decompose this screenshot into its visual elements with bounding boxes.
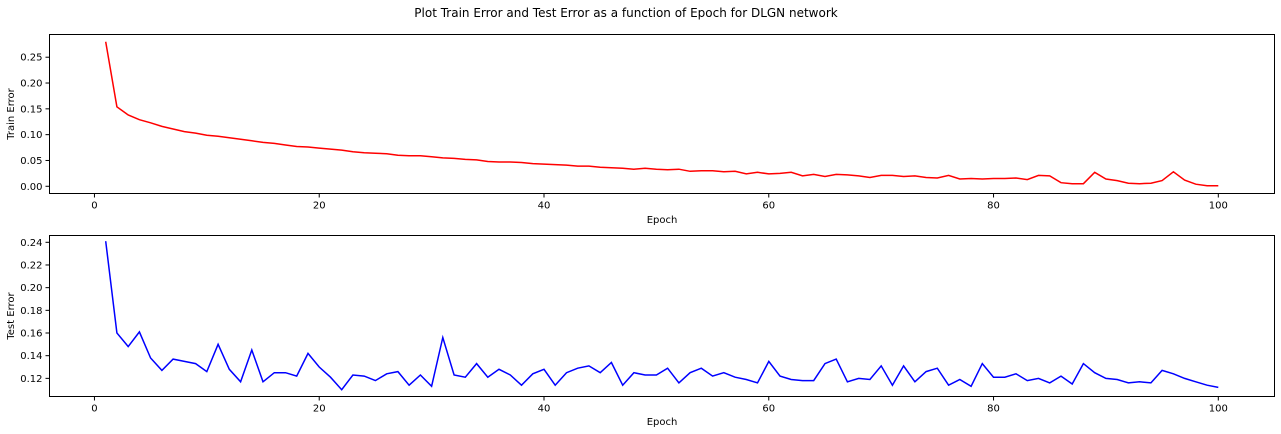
test-error-plot-area (49, 235, 1275, 397)
train-error-x-tick-label: 100 (1209, 201, 1228, 212)
test-error-y-tick-label: 0.16 (20, 329, 42, 340)
test-error-chart: 0.12 0.14 0.16 0.18 0.20 0.22 0.24 0 20 40 60 80 10… (6, 235, 1275, 428)
test-error-y-tick-label: 0.22 (20, 260, 42, 271)
train-error-x-tick-label: 80 (987, 201, 1000, 212)
test-error-x-tick-label: 100 (1209, 404, 1228, 415)
train-error-y-ticks: 0.00 0.05 0.10 0.15 0.20 0.25 (20, 53, 50, 193)
train-error-x-ticks: 0 20 40 60 80 100 (91, 193, 1228, 212)
train-error-x-tick-label: 0 (91, 201, 97, 212)
train-error-x-tick-label: 20 (313, 201, 326, 212)
test-error-y-tick-label: 0.20 (20, 283, 42, 294)
test-error-y-tick-label: 0.12 (20, 374, 42, 385)
train-error-y-tick-label: 0.10 (20, 130, 42, 141)
test-error-y-axis-label: Test Error (6, 291, 17, 340)
train-error-x-tick-label: 60 (762, 201, 775, 212)
train-error-line (104, 41, 1219, 187)
test-error-x-tick-label: 80 (987, 404, 1000, 415)
train-error-y-tick-label: 0.15 (20, 104, 42, 115)
test-error-x-ticks: 0 20 40 60 80 100 (91, 396, 1228, 415)
test-error-x-tick-label: 40 (538, 404, 551, 415)
test-error-x-axis-label: Epoch (647, 417, 678, 428)
test-error-x-tick-label: 20 (313, 404, 326, 415)
test-error-x-tick-label: 0 (91, 404, 97, 415)
train-error-x-axis-label: Epoch (647, 215, 678, 226)
test-error-y-tick-label: 0.14 (20, 351, 42, 362)
test-error-y-tick-label: 0.24 (20, 238, 42, 249)
test-error-x-tick-label: 60 (762, 404, 775, 415)
train-error-x-tick-label: 40 (538, 201, 551, 212)
figure-suptitle: Plot Train Error and Test Error as a fun… (414, 6, 837, 20)
test-error-line (104, 241, 1219, 391)
train-error-y-tick-label: 0.25 (20, 53, 42, 64)
test-error-y-ticks: 0.12 0.14 0.16 0.18 0.20 0.22 0.24 (20, 238, 50, 385)
train-error-chart: 0.00 0.05 0.10 0.15 0.20 0.25 0 20 40 60 80 100 Ep… (6, 34, 1275, 226)
train-error-plot-area (49, 34, 1275, 194)
train-error-y-tick-label: 0.05 (20, 156, 42, 167)
train-error-y-tick-label: 0.20 (20, 79, 42, 90)
train-error-y-tick-label: 0.00 (20, 182, 42, 193)
train-error-y-axis-label: Train Error (6, 87, 17, 140)
test-error-y-tick-label: 0.18 (20, 306, 42, 317)
